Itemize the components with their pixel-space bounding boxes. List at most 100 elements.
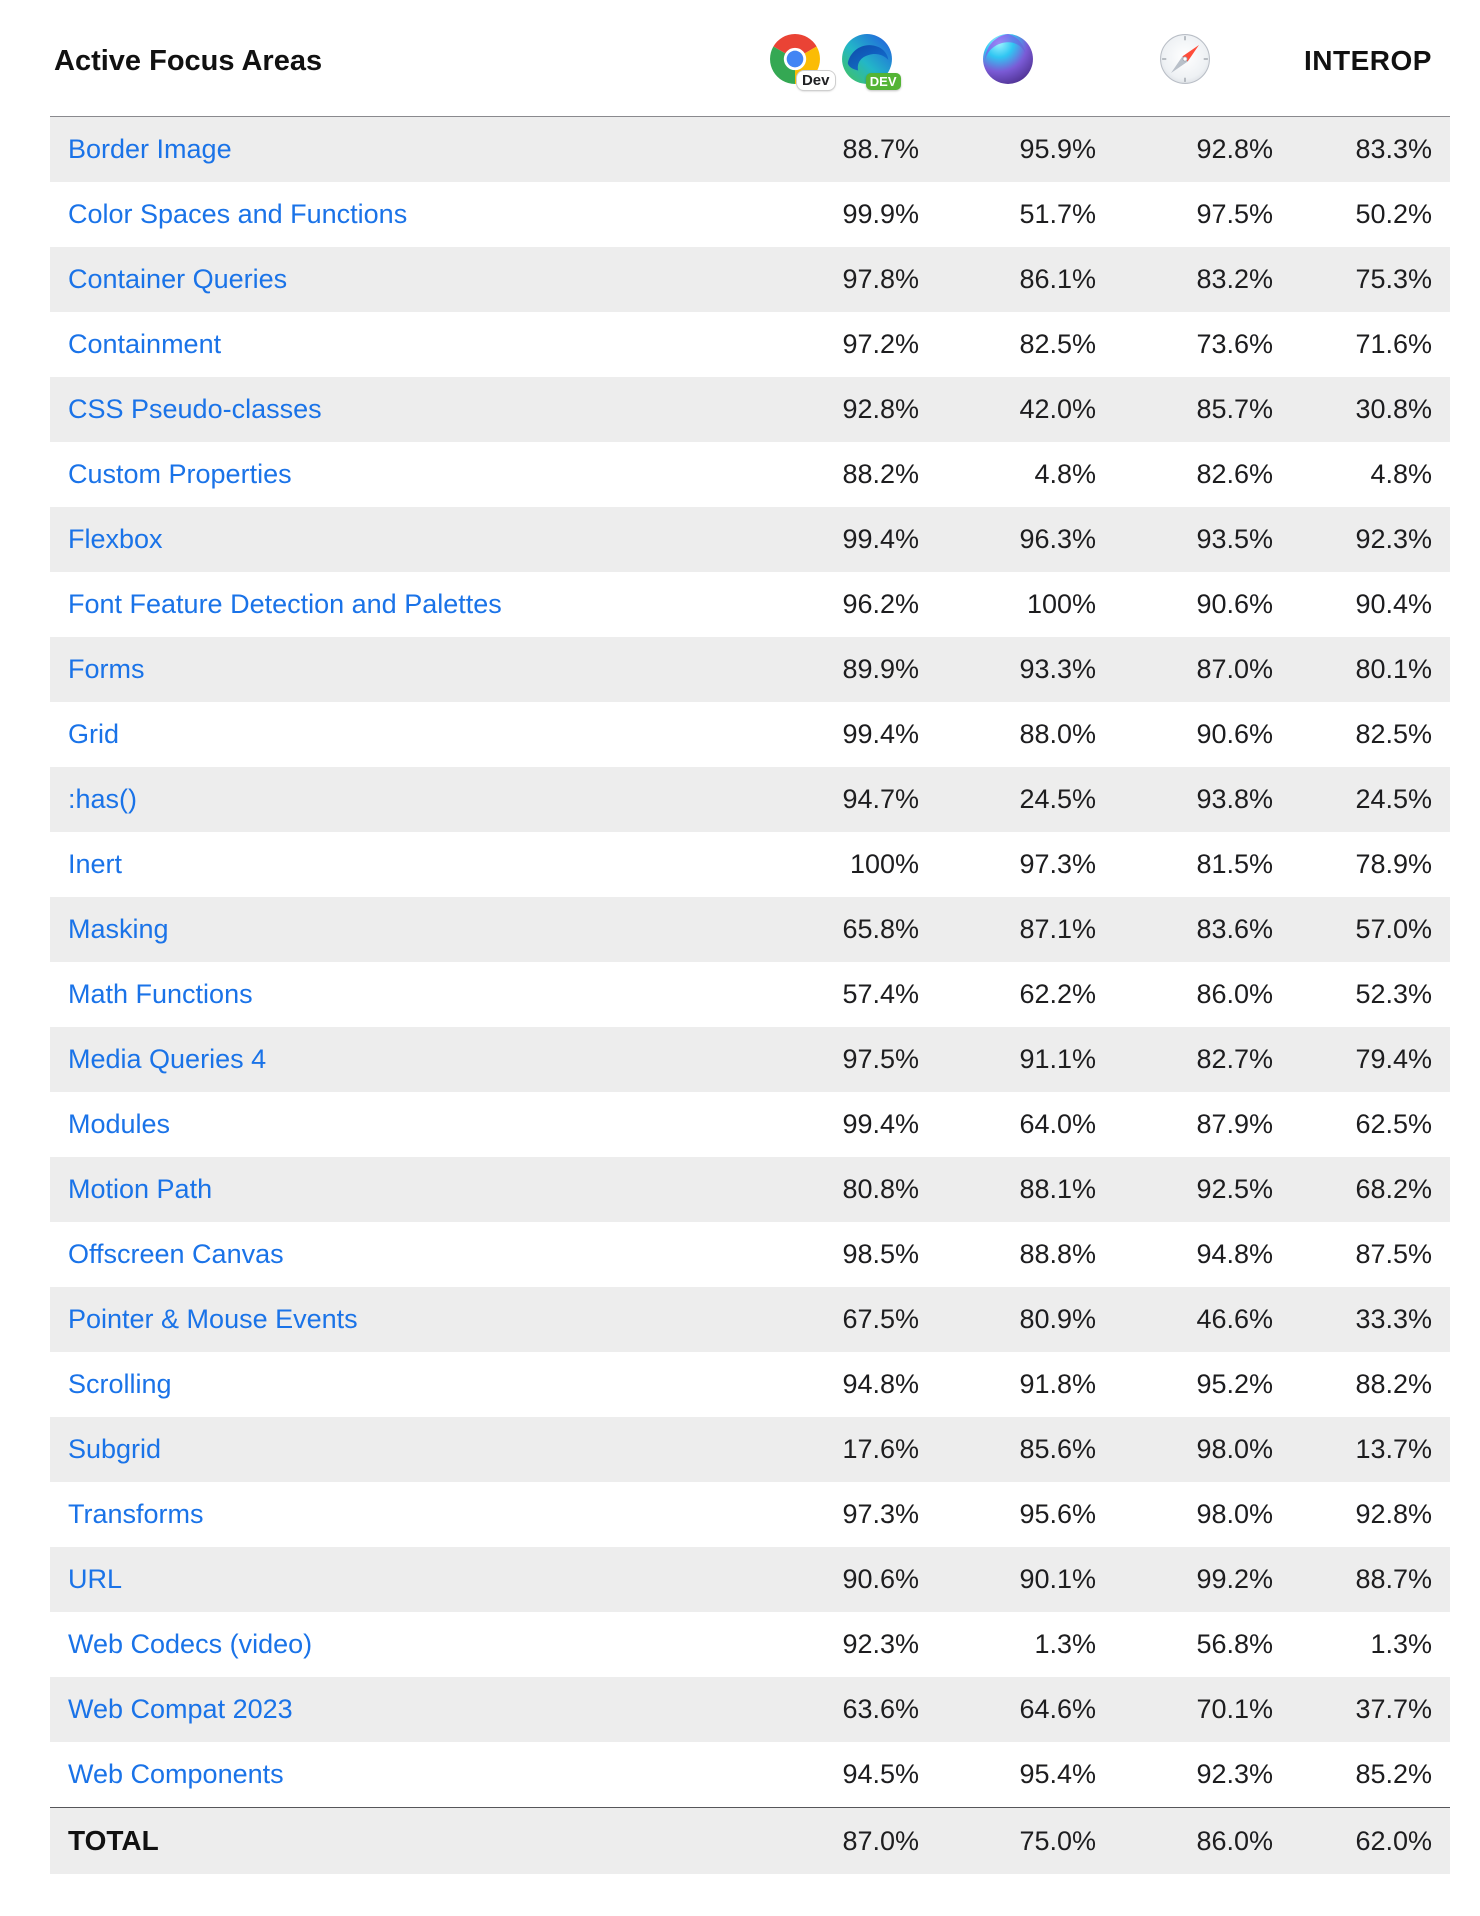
focus-area-link[interactable]: Web Compat 2023 <box>68 1694 293 1724</box>
focus-area-link[interactable]: Color Spaces and Functions <box>68 199 408 229</box>
firefox-score: 97.3% <box>1019 849 1096 879</box>
interop-score: 68.2% <box>1355 1174 1432 1204</box>
focus-area-cell: Color Spaces and Functions <box>50 182 742 247</box>
firefox-score: 96.3% <box>1019 524 1096 554</box>
interop-score: 92.8% <box>1355 1499 1432 1529</box>
safari-score: 92.3% <box>1196 1759 1273 1789</box>
focus-area-link[interactable]: CSS Pseudo-classes <box>68 394 322 424</box>
interop-score: 57.0% <box>1355 914 1432 944</box>
focus-area-link[interactable]: Math Functions <box>68 979 253 1009</box>
chrome-dev-score: 99.4% <box>842 719 919 749</box>
focus-area-link[interactable]: Motion Path <box>68 1174 213 1204</box>
focus-area-link[interactable]: Border Image <box>68 134 232 164</box>
focus-area-cell: Modules <box>50 1092 742 1157</box>
focus-area-link[interactable]: Forms <box>68 654 145 684</box>
interop-score: 80.1% <box>1355 654 1432 684</box>
interop-score: 75.3% <box>1355 264 1432 294</box>
focus-area-rows: Border Image 88.7% 95.9% 92.8% 83.3% Color Sp… <box>50 116 1450 1808</box>
chrome-dev-score: 97.2% <box>842 329 919 359</box>
focus-area-link[interactable]: Media Queries 4 <box>68 1044 267 1074</box>
chrome-dev-badge: Dev <box>796 70 835 90</box>
total-firefox-score: 75.0% <box>919 1807 1096 1874</box>
edge-dev-badge: DEV <box>865 72 901 90</box>
chrome-dev-score: 94.7% <box>842 784 919 814</box>
firefox-score: 95.4% <box>1019 1759 1096 1789</box>
chrome-dev-score: 89.9% <box>842 654 919 684</box>
safari-score: 92.8% <box>1196 134 1273 164</box>
focus-area-link[interactable]: Font Feature Detection and Palettes <box>68 589 502 619</box>
focus-area-link[interactable]: URL <box>68 1564 123 1594</box>
firefox-score: 90.1% <box>1019 1564 1096 1594</box>
interop-score: 30.8% <box>1355 394 1432 424</box>
safari-score: 98.0% <box>1196 1499 1273 1529</box>
table-row: Transforms 97.3% 95.6% 98.0% 92.8% <box>50 1482 1450 1547</box>
focus-area-link[interactable]: Modules <box>68 1109 171 1139</box>
focus-area-cell: :has() <box>50 767 742 832</box>
firefox-score: 88.1% <box>1019 1174 1096 1204</box>
chrome-dev-score: 90.6% <box>842 1564 919 1594</box>
focus-area-cell: Subgrid <box>50 1417 742 1482</box>
total-safari-score: 86.0% <box>1096 1807 1273 1874</box>
firefox-score: 91.8% <box>1019 1369 1096 1399</box>
total-row: TOTAL 87.0% 75.0% 86.0% 62.0% <box>50 1807 1450 1874</box>
focus-area-link[interactable]: Pointer & Mouse Events <box>68 1304 358 1334</box>
interop-score: 71.6% <box>1355 329 1432 359</box>
firefox-score: 88.0% <box>1019 719 1096 749</box>
focus-area-link[interactable]: :has() <box>68 784 138 814</box>
table-row: :has() 94.7% 24.5% 93.8% 24.5% <box>50 767 1450 832</box>
chrome-edge-column-header: Dev <box>742 6 919 117</box>
focus-area-cell: URL <box>50 1547 742 1612</box>
focus-area-cell: Scrolling <box>50 1352 742 1417</box>
focus-area-link[interactable]: Containment <box>68 329 222 359</box>
focus-area-cell: CSS Pseudo-classes <box>50 377 742 442</box>
table-row: Subgrid 17.6% 85.6% 98.0% 13.7% <box>50 1417 1450 1482</box>
interop-score: 33.3% <box>1355 1304 1432 1334</box>
firefox-column-header <box>919 6 1096 117</box>
chrome-dev-score: 98.5% <box>842 1239 919 1269</box>
table-row: Pointer & Mouse Events 67.5% 80.9% 46.6% 33.… <box>50 1287 1450 1352</box>
table-row: Masking 65.8% 87.1% 83.6% 57.0% <box>50 897 1450 962</box>
focus-area-link[interactable]: Transforms <box>68 1499 204 1529</box>
table-row: URL 90.6% 90.1% 99.2% 88.7% <box>50 1547 1450 1612</box>
focus-area-cell: Border Image <box>50 117 742 183</box>
firefox-score: 64.6% <box>1019 1694 1096 1724</box>
safari-score: 93.5% <box>1196 524 1273 554</box>
focus-area-link[interactable]: Flexbox <box>68 524 163 554</box>
focus-area-link[interactable]: Container Queries <box>68 264 288 294</box>
table-row: Web Compat 2023 63.6% 64.6% 70.1% 37.7% <box>50 1677 1450 1742</box>
focus-area-link[interactable]: Grid <box>68 719 120 749</box>
focus-area-link[interactable]: Inert <box>68 849 123 879</box>
firefox-score: 24.5% <box>1019 784 1096 814</box>
focus-area-link[interactable]: Masking <box>68 914 169 944</box>
focus-area-cell: Web Components <box>50 1742 742 1808</box>
focus-area-link[interactable]: Custom Properties <box>68 459 292 489</box>
safari-score: 82.7% <box>1196 1044 1273 1074</box>
safari-score: 94.8% <box>1196 1239 1273 1269</box>
firefox-score: 82.5% <box>1019 329 1096 359</box>
safari-score: 56.8% <box>1196 1629 1273 1659</box>
interop-score: 37.7% <box>1355 1694 1432 1724</box>
interop-score: 79.4% <box>1355 1044 1432 1074</box>
chrome-dev-score: 99.4% <box>842 1109 919 1139</box>
interop-score: 13.7% <box>1355 1434 1432 1464</box>
focus-area-cell: Motion Path <box>50 1157 742 1222</box>
focus-area-link[interactable]: Web Codecs (video) <box>68 1629 313 1659</box>
focus-area-link[interactable]: Offscreen Canvas <box>68 1239 284 1269</box>
safari-score: 85.7% <box>1196 394 1273 424</box>
safari-technology-preview-icon <box>1159 33 1211 85</box>
focus-area-link[interactable]: Subgrid <box>68 1434 162 1464</box>
chrome-dev-score: 97.5% <box>842 1044 919 1074</box>
firefox-score: 51.7% <box>1019 199 1096 229</box>
chrome-dev-score: 97.8% <box>842 264 919 294</box>
safari-score: 70.1% <box>1196 1694 1273 1724</box>
focus-area-link[interactable]: Scrolling <box>68 1369 172 1399</box>
safari-column-header <box>1096 6 1273 117</box>
safari-score: 87.9% <box>1196 1109 1273 1139</box>
firefox-score: 85.6% <box>1019 1434 1096 1464</box>
safari-score: 46.6% <box>1196 1304 1273 1334</box>
focus-area-cell: Flexbox <box>50 507 742 572</box>
safari-score: 83.6% <box>1196 914 1273 944</box>
focus-area-link[interactable]: Web Components <box>68 1759 284 1789</box>
chrome-dev-score: 65.8% <box>842 914 919 944</box>
firefox-score: 86.1% <box>1019 264 1096 294</box>
